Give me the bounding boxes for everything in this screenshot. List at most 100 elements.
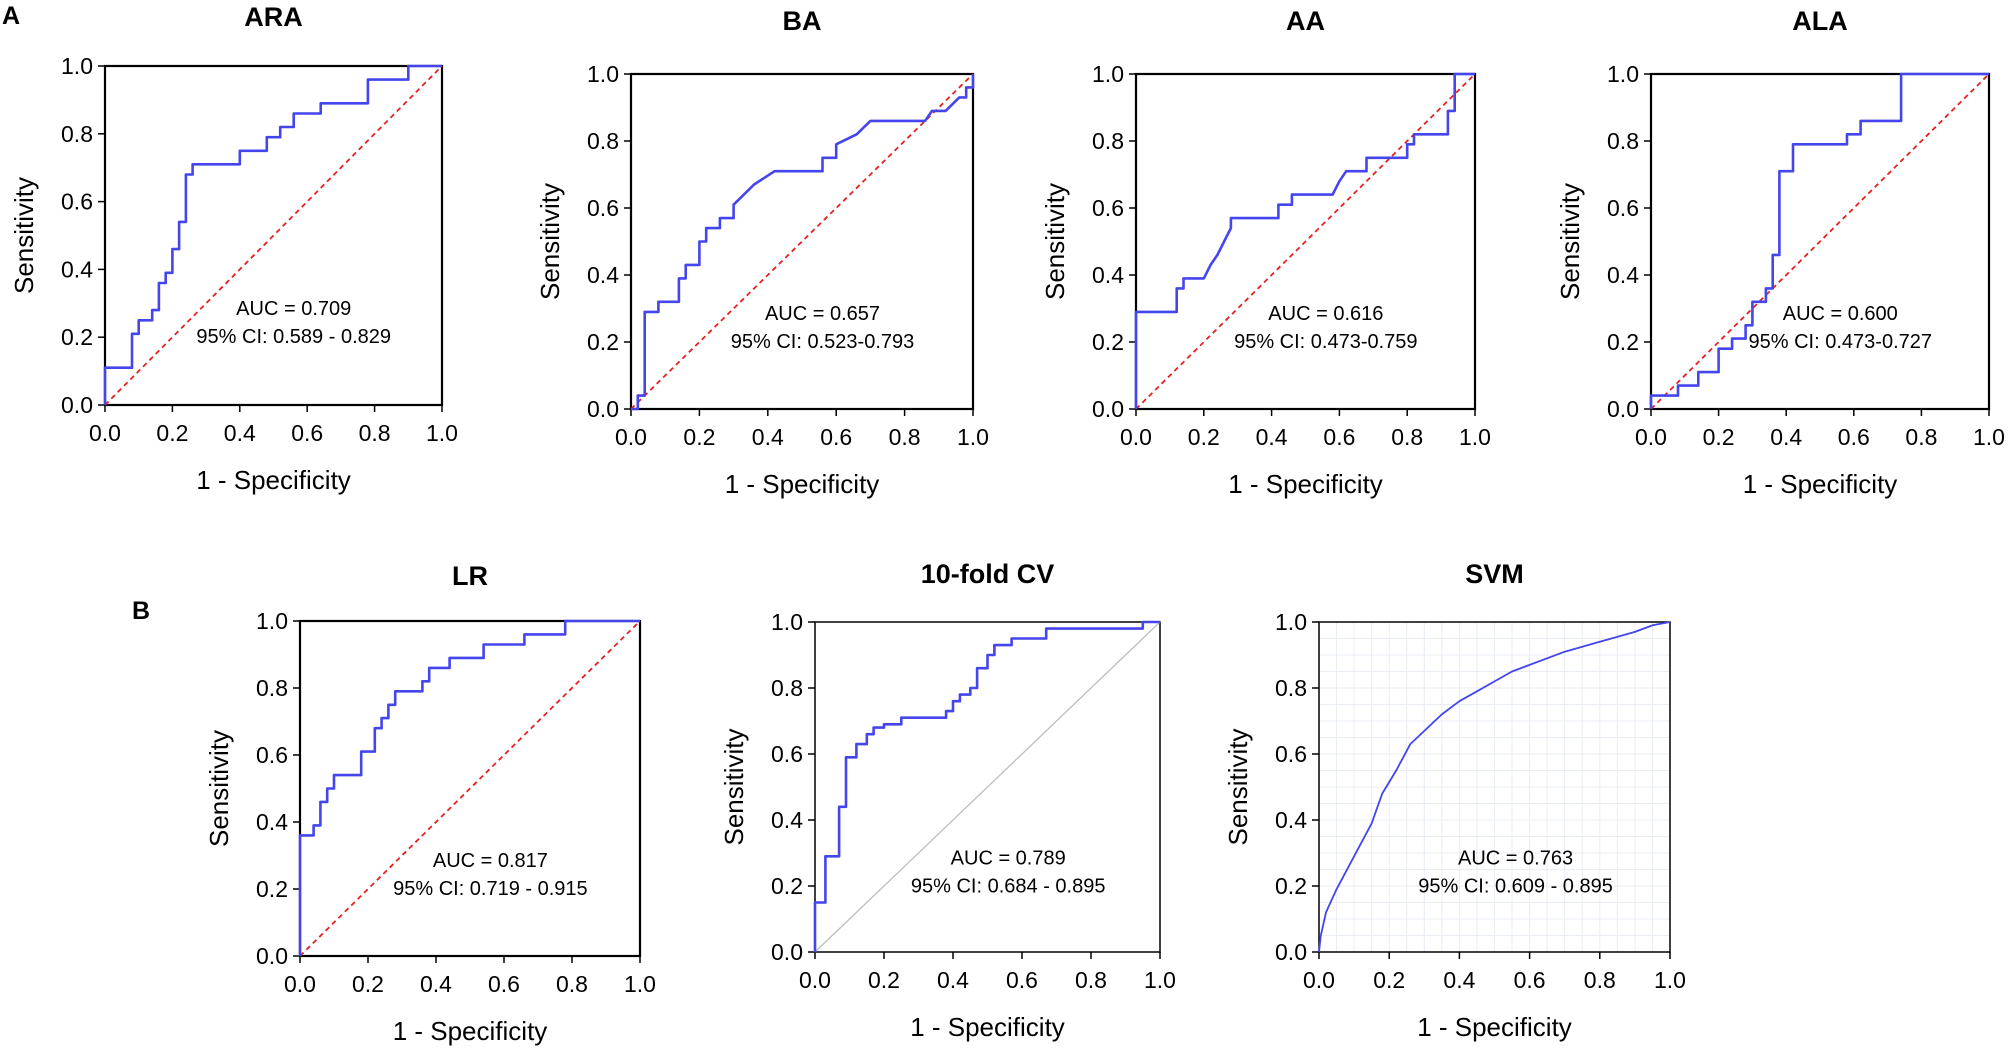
chart-0-ytick-label: 0.2 xyxy=(61,324,93,350)
chart-5-ytick-label: 0.6 xyxy=(771,741,803,767)
chart-3-ci-text: 95% CI: 0.473-0.727 xyxy=(1749,331,1932,353)
chart-4-ylabel: Sensitivity xyxy=(204,730,234,847)
chart-3-group xyxy=(1644,72,1991,416)
chart-6-frame xyxy=(1318,621,1671,953)
chart-2-xlabel: 1 - Specificity xyxy=(1228,469,1383,499)
chart-6-ytick-label: 0.0 xyxy=(1275,939,1307,965)
chart-5-xtick-label: 0.2 xyxy=(868,967,900,993)
chart-3-auc-text: AUC = 0.600 xyxy=(1783,303,1898,325)
chart-0-title: ARA xyxy=(244,2,303,32)
chart-2-auc-text: AUC = 0.616 xyxy=(1268,303,1383,325)
chart-6-xtick-label: 1.0 xyxy=(1654,967,1686,993)
chart-2-xtick-label: 0.6 xyxy=(1323,424,1355,450)
chart-4-ytick-label: 0.8 xyxy=(256,675,288,701)
chart-1-xtick-label: 0.4 xyxy=(752,424,784,450)
chart-4-group xyxy=(293,619,642,963)
chart-3-xtick-label: 1.0 xyxy=(1973,424,2005,450)
chart-3-xtick-label: 0.8 xyxy=(1905,424,1937,450)
chart-3-ylabel: Sensitivity xyxy=(1555,183,1585,300)
chart-5-auc-text: AUC = 0.789 xyxy=(951,848,1066,870)
chart-4-xtick-label: 0.2 xyxy=(352,971,384,997)
chart-2-frame xyxy=(1134,72,1477,411)
chart-5-ytick-label: 0.8 xyxy=(771,675,803,701)
chart-5-group xyxy=(808,620,1161,959)
chart-4-ci-text: 95% CI: 0.719 - 0.915 xyxy=(393,878,588,900)
chart-0-xtick-label: 0.2 xyxy=(156,420,188,446)
chart-0-reference-line xyxy=(104,65,443,406)
chart-4-roc-series-0 xyxy=(298,619,640,956)
chart-6-group xyxy=(1312,621,1671,959)
chart-5-ci-text: 95% CI: 0.684 - 0.895 xyxy=(911,876,1106,898)
chart-5-xtick-label: 0.0 xyxy=(799,967,831,993)
chart-2-ytick-label: 0.6 xyxy=(1092,195,1124,221)
chart-2-xtick-label: 0.0 xyxy=(1120,424,1152,450)
chart-0-ytick-label: 1.0 xyxy=(61,53,93,79)
chart-1-title: BA xyxy=(783,6,822,36)
chart-6-xtick-label: 0.6 xyxy=(1514,967,1546,993)
chart-2-xtick-label: 1.0 xyxy=(1459,424,1491,450)
chart-3-ytick-label: 0.8 xyxy=(1607,128,1639,154)
chart-3-xtick-label: 0.4 xyxy=(1770,424,1802,450)
chart-4-ytick-label: 1.0 xyxy=(256,608,288,634)
chart-3-reference-line xyxy=(1650,73,1990,410)
chart-1-group xyxy=(624,72,975,416)
chart-2-xtick-label: 0.2 xyxy=(1188,424,1220,450)
chart-1-xtick-label: 0.6 xyxy=(820,424,852,450)
panel-label-a: A xyxy=(2,2,20,30)
chart-1-roc-series-0 xyxy=(631,74,975,411)
chart-4-ytick-label: 0.0 xyxy=(256,943,288,969)
chart-4-xtick-label: 0.6 xyxy=(488,971,520,997)
chart-2-xtick-label: 0.4 xyxy=(1256,424,1288,450)
chart-6-ylabel: Sensitivity xyxy=(1223,728,1253,845)
chart-3-xtick-label: 0.2 xyxy=(1703,424,1735,450)
chart-2-ylabel: Sensitivity xyxy=(1040,183,1070,300)
chart-2-reference-line xyxy=(1135,73,1476,410)
chart-5-ytick-label: 0.4 xyxy=(771,807,803,833)
chart-1-ytick-label: 0.4 xyxy=(587,262,619,288)
chart-1-ytick-label: 0.8 xyxy=(587,128,619,154)
chart-6-xtick-label: 0.0 xyxy=(1303,967,1335,993)
chart-3-ytick-label: 0.4 xyxy=(1607,262,1639,288)
chart-4-auc-text: AUC = 0.817 xyxy=(433,850,548,872)
chart-0-ytick-label: 0.4 xyxy=(61,256,93,282)
chart-5-ytick-label: 0.2 xyxy=(771,873,803,899)
chart-1-ytick-label: 0.0 xyxy=(587,396,619,422)
chart-2-ci-text: 95% CI: 0.473-0.759 xyxy=(1234,331,1417,353)
chart-2-ytick-label: 0.8 xyxy=(1092,128,1124,154)
chart-0-ytick-label: 0.8 xyxy=(61,121,93,147)
chart-3-xlabel: 1 - Specificity xyxy=(1743,469,1898,499)
chart-5-xtick-label: 1.0 xyxy=(1144,967,1176,993)
chart-0-frame xyxy=(103,64,444,407)
chart-1-xtick-label: 0.2 xyxy=(683,424,715,450)
chart-0-group xyxy=(98,64,444,412)
chart-6-ytick-label: 0.2 xyxy=(1275,873,1307,899)
chart-1-auc-text: AUC = 0.657 xyxy=(765,303,880,325)
chart-4-xtick-label: 1.0 xyxy=(624,971,656,997)
chart-2-ytick-label: 0.4 xyxy=(1092,262,1124,288)
chart-0-roc-series-0 xyxy=(103,64,442,405)
chart-1-ytick-label: 1.0 xyxy=(587,61,619,87)
chart-3-ytick-label: 1.0 xyxy=(1607,61,1639,87)
chart-2-roc-series-0 xyxy=(1134,72,1475,409)
chart-1-xtick-label: 0.8 xyxy=(889,424,921,450)
chart-0-xtick-label: 0.4 xyxy=(224,420,256,446)
chart-1-xlabel: 1 - Specificity xyxy=(725,469,880,499)
chart-0-ytick-label: 0.0 xyxy=(61,392,93,418)
chart-1-ci-text: 95% CI: 0.523-0.793 xyxy=(731,331,914,353)
chart-4-reference-line xyxy=(299,620,641,957)
chart-3-xtick-label: 0.6 xyxy=(1838,424,1870,450)
chart-1-ylabel: Sensitivity xyxy=(535,183,565,300)
chart-6-xlabel: 1 - Specificity xyxy=(1417,1012,1572,1042)
chart-6-ytick-label: 0.8 xyxy=(1275,675,1307,701)
chart-4-xlabel: 1 - Specificity xyxy=(393,1016,548,1046)
chart-5-reference-line xyxy=(814,621,1161,953)
chart-5-xlabel: 1 - Specificity xyxy=(910,1012,1065,1042)
chart-0-auc-text: AUC = 0.709 xyxy=(236,298,351,320)
chart-6-ytick-label: 0.4 xyxy=(1275,807,1307,833)
chart-2-ytick-label: 1.0 xyxy=(1092,61,1124,87)
chart-4-ytick-label: 0.2 xyxy=(256,876,288,902)
chart-6-xtick-label: 0.2 xyxy=(1373,967,1405,993)
chart-6-title: SVM xyxy=(1465,559,1524,589)
chart-3-xtick-label: 0.0 xyxy=(1635,424,1667,450)
chart-2-title: AA xyxy=(1286,6,1325,36)
